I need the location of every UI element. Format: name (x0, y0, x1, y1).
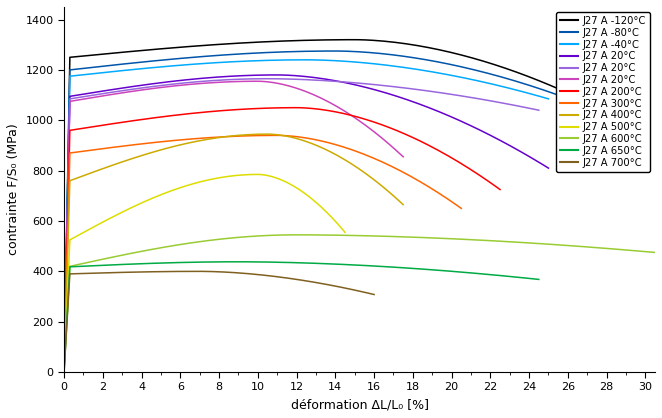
Y-axis label: contrainte F/S₀ (MPa): contrainte F/S₀ (MPa) (7, 124, 20, 255)
X-axis label: déformation ΔL/L₀ [%]: déformation ΔL/L₀ [%] (291, 398, 428, 411)
Legend: J27 A -120°C, J27 A -80°C, J27 A -40°C, J27 A 20°C, J27 A 20°C, J27 A 20°C, J27 : J27 A -120°C, J27 A -80°C, J27 A -40°C, … (555, 12, 650, 171)
